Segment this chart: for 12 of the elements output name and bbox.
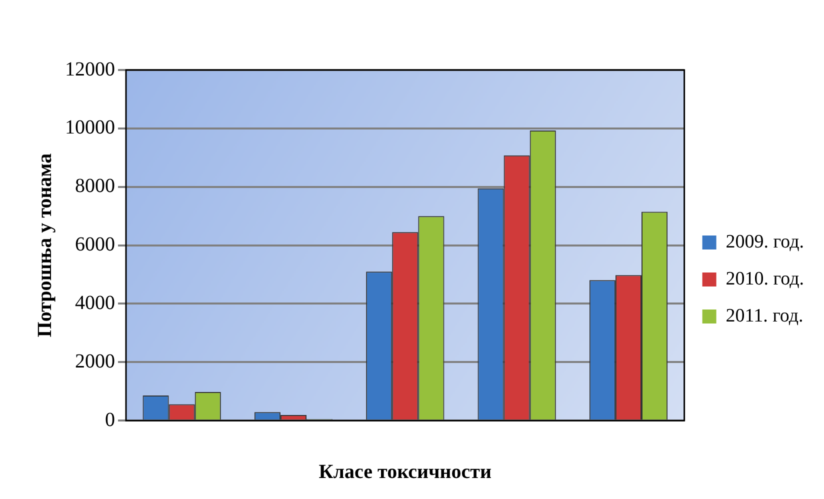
legend-label: 2010. год. — [726, 268, 804, 290]
y-tick-label: 0 — [105, 408, 115, 431]
y-tick-label: 8000 — [75, 175, 115, 198]
x-axis-title: Класе токсичности — [318, 461, 492, 484]
y-tick-label: 2000 — [75, 350, 115, 372]
y-axis-title: Потрошња у тонама — [34, 153, 56, 338]
legend-label: 2011. год. — [726, 305, 804, 326]
y-tick-label: 6000 — [75, 234, 115, 256]
y-tick-label: 10000 — [65, 116, 115, 139]
y-tick-label: 4000 — [75, 292, 115, 314]
y-tick-label: 12000 — [65, 58, 115, 80]
legend-label: 2009. год. — [726, 231, 804, 252]
